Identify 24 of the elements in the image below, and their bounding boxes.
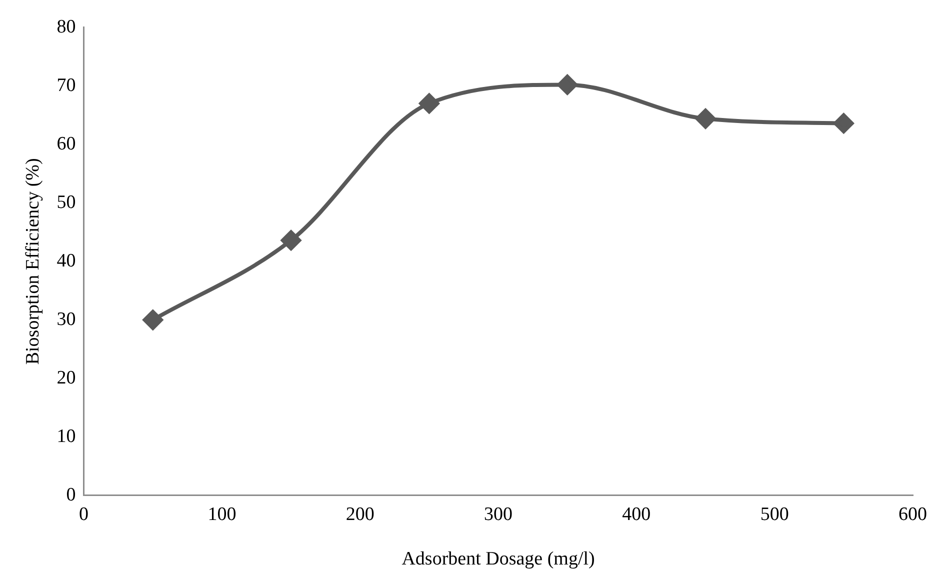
x-tick-label: 300 <box>484 504 513 525</box>
x-tick-label: 200 <box>346 504 374 525</box>
y-tick-label: 0 <box>66 484 76 506</box>
y-tick-label: 50 <box>56 192 76 213</box>
y-tick-label: 70 <box>56 74 76 96</box>
x-tick-label: 100 <box>208 504 236 525</box>
y-tick-label: 20 <box>56 367 76 388</box>
x-axis-title: Adsorbent Dosage (mg/l) <box>402 548 595 570</box>
x-tick-label: 400 <box>622 504 651 525</box>
y-tick-label: 60 <box>56 133 76 154</box>
x-tick-label: 0 <box>79 504 89 525</box>
y-tick-label: 80 <box>56 16 76 38</box>
y-tick-label: 30 <box>56 308 76 330</box>
y-axis-title: Biosorption Efficiency (%) <box>22 158 44 365</box>
point <box>419 93 440 114</box>
y-tick-label: 40 <box>56 250 76 272</box>
x-tick-label: 500 <box>760 504 789 525</box>
y-tick-label: 10 <box>56 426 76 447</box>
point <box>696 108 716 129</box>
point <box>557 74 578 95</box>
point <box>281 230 302 250</box>
x-tick-label: 600 <box>898 504 927 525</box>
point <box>142 310 163 330</box>
point <box>834 113 854 134</box>
